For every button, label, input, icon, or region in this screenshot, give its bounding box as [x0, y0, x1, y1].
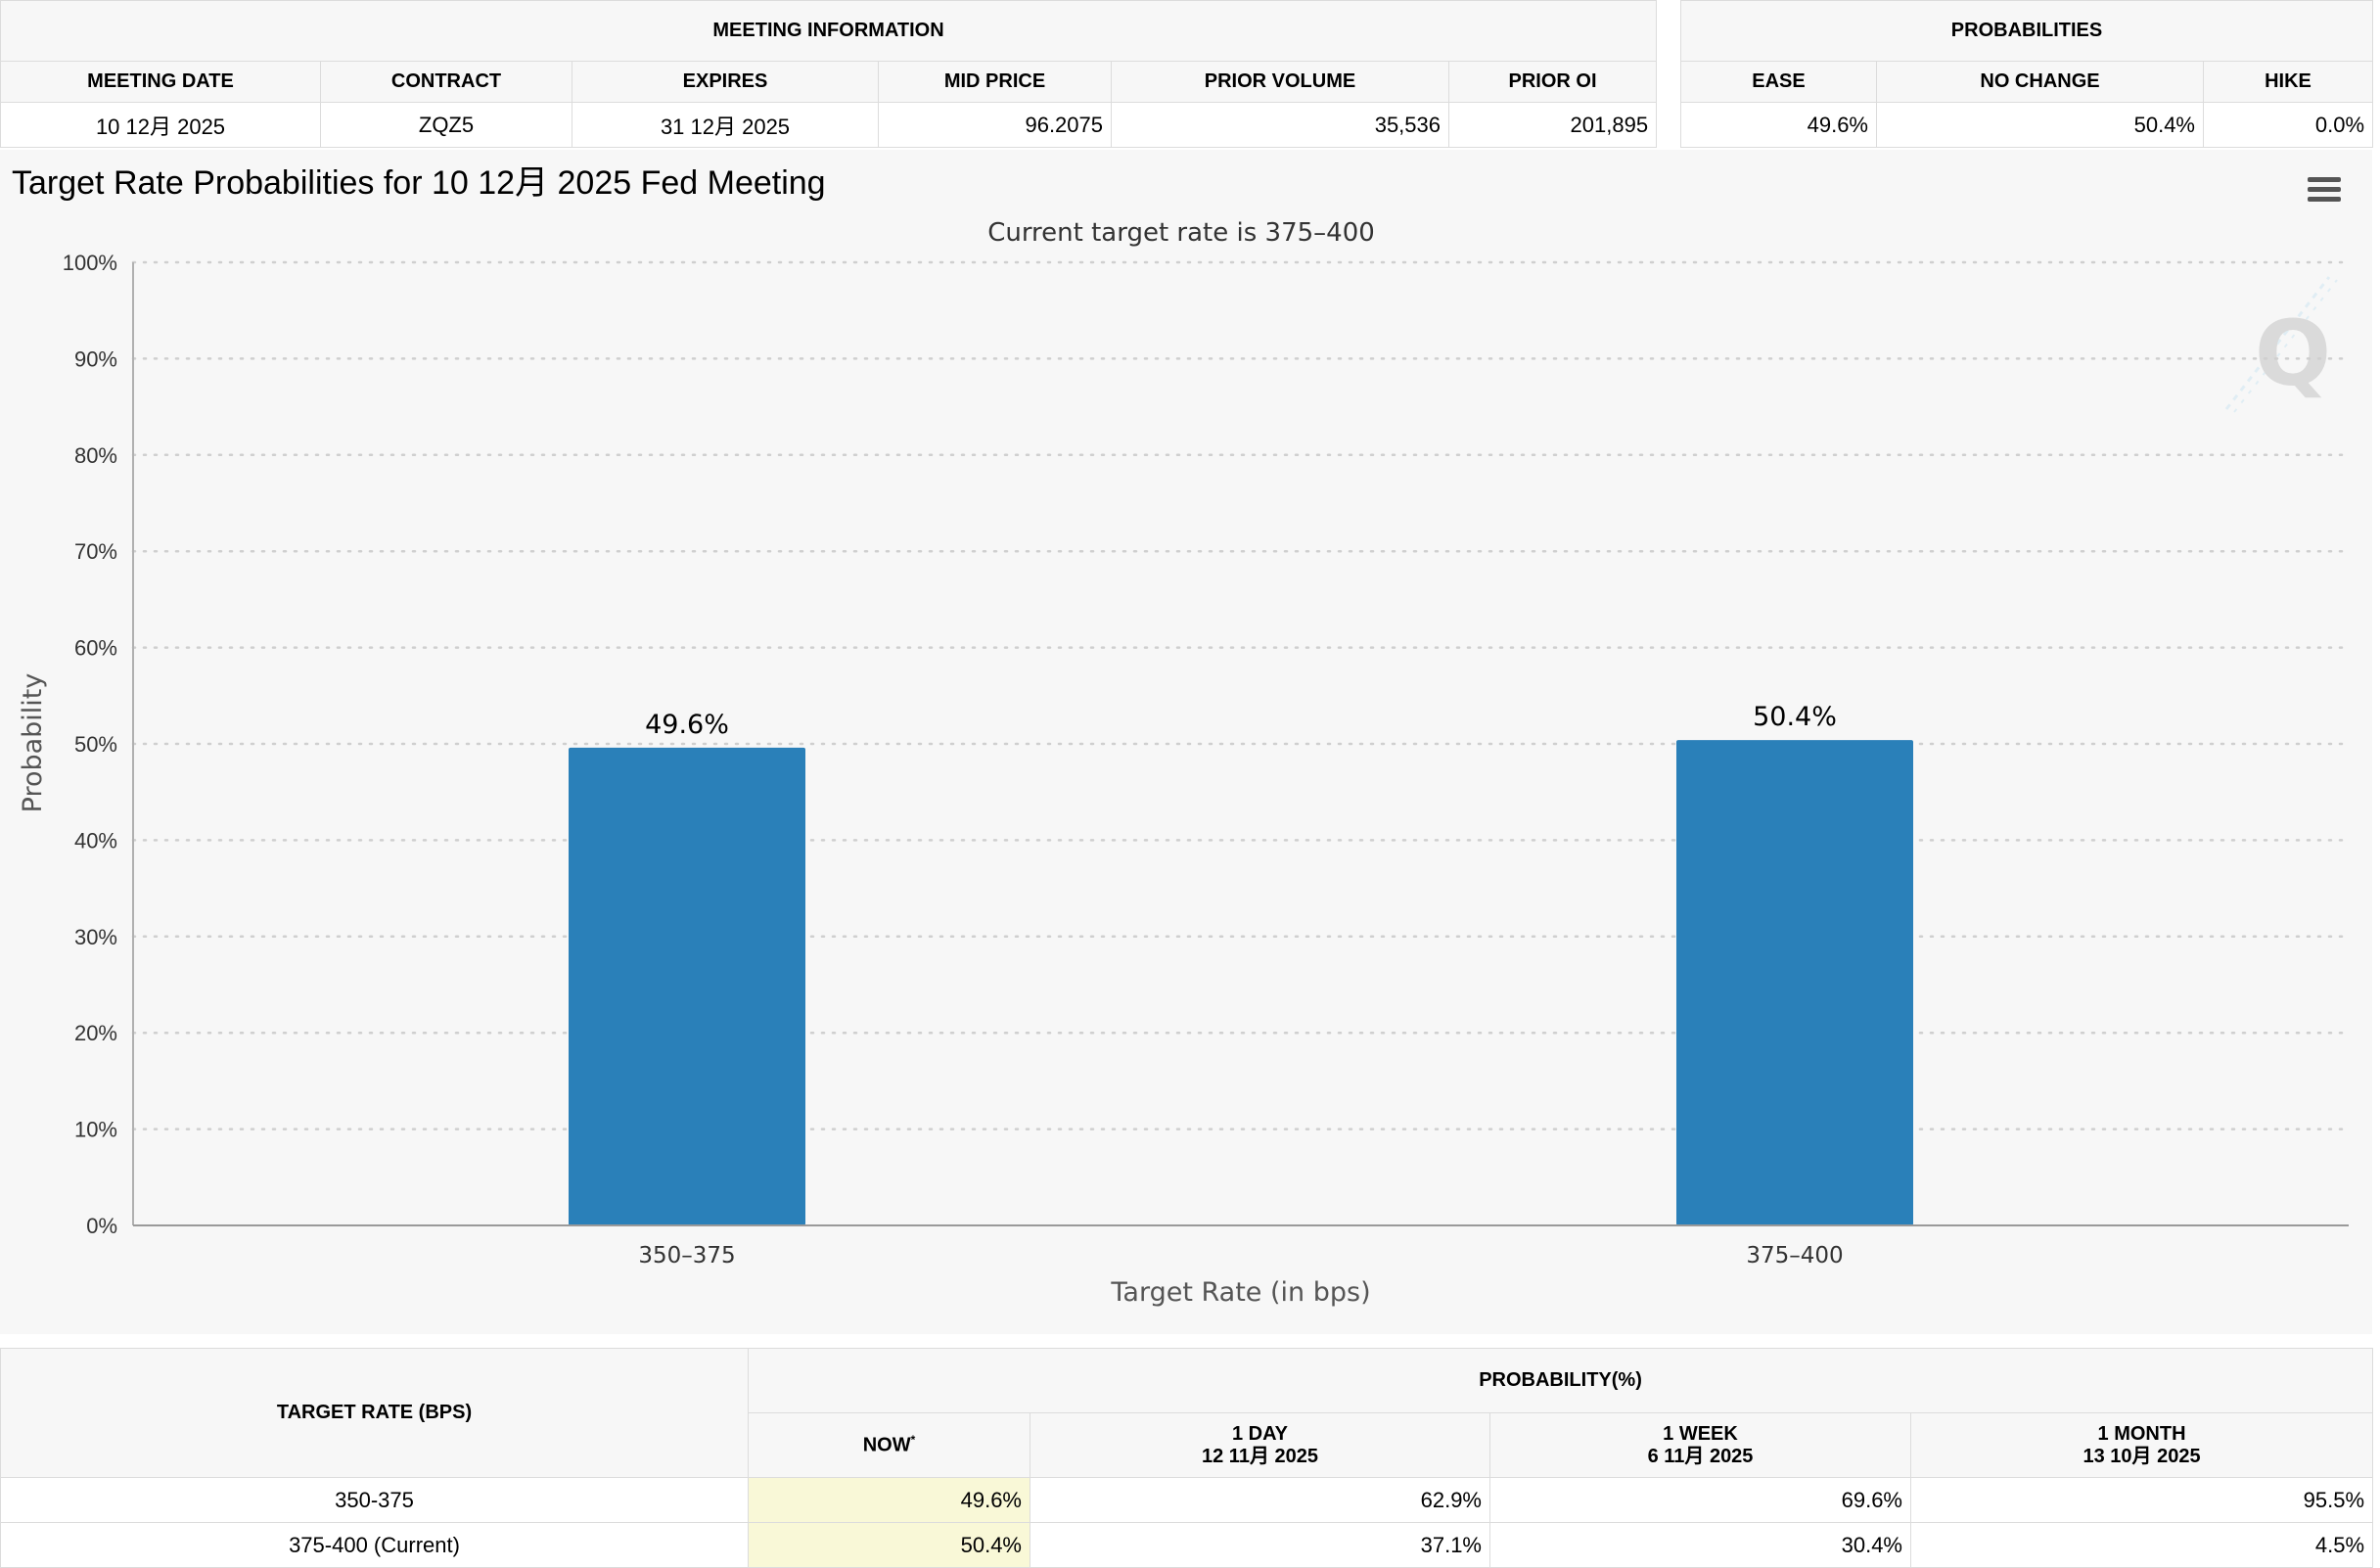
hike-header: HIKE [2202, 61, 2374, 103]
bar-2 [1676, 740, 1913, 1225]
table-row: 375-400 (Current) 50.4% 37.1% 30.4% 4.5% [0, 1522, 2374, 1568]
prior-volume-value: 35,536 [1111, 102, 1449, 148]
rate-cell: 350-375 [0, 1477, 749, 1523]
contract-value: ZQZ5 [320, 102, 572, 148]
one-week-date: 6 11月 2025 [1647, 1445, 1754, 1467]
one-week-header: 1 WEEK 6 11月 2025 [1489, 1412, 1911, 1478]
prior-oi-header: PRIOR OI [1447, 61, 1658, 103]
one-week-cell: 30.4% [1489, 1522, 1911, 1568]
x-tick-label: 375–400 [1746, 1243, 1843, 1268]
y-tick-label: 20% [74, 1021, 117, 1045]
expires-value: 31 12月 2025 [572, 102, 879, 148]
y-tick-labels: 0% 10% 20% 30% 40% 50% 60% 70% 80% 90% 100% [63, 251, 117, 1238]
y-tick-label: 10% [74, 1118, 117, 1142]
y-axis-label: Probability [18, 673, 48, 813]
one-month-cell: 95.5% [1909, 1477, 2374, 1523]
bar-data-label: 50.4% [1753, 702, 1837, 732]
one-day-cell: 37.1% [1030, 1522, 1490, 1568]
now-header: NOW* [748, 1412, 1030, 1478]
chart-subtitle: Current target rate is 375–400 [987, 218, 1375, 248]
axes [132, 262, 2349, 1226]
now-asterisk: * [910, 1433, 916, 1448]
x-tick-labels: 350–375 375–400 [638, 1243, 1843, 1268]
y-tick-label: 40% [74, 828, 117, 853]
bar-data-label: 49.6% [645, 710, 729, 740]
no-change-value: 50.4% [1876, 102, 2204, 148]
one-month-label: 1 MONTH [2097, 1422, 2186, 1445]
rate-cell: 375-400 (Current) [0, 1522, 749, 1568]
y-tick-label: 100% [63, 251, 117, 275]
table-row: 350-375 49.6% 62.9% 69.6% 95.5% [0, 1477, 2374, 1523]
contract-header: CONTRACT [320, 61, 572, 103]
probability-header: PROBABILITY(%) [747, 1348, 2374, 1413]
bar-chart: Target Rate Probabilities for 10 12月 202… [12, 164, 2351, 1308]
mid-price-header: MID PRICE [878, 61, 1112, 103]
y-tick-label: 70% [74, 539, 117, 564]
chart-panel: Target Rate Probabilities for 10 12月 202… [0, 150, 2372, 1334]
one-day-cell: 62.9% [1030, 1477, 1490, 1523]
hike-value: 0.0% [2202, 102, 2374, 148]
no-change-header: NO CHANGE [1876, 61, 2204, 103]
ease-header: EASE [1680, 61, 1877, 103]
now-label: NOW [862, 1434, 911, 1456]
bar-1 [569, 747, 805, 1225]
prior-volume-header: PRIOR VOLUME [1111, 61, 1449, 103]
y-tick-label: 80% [74, 443, 117, 468]
meeting-date-header: MEETING DATE [0, 61, 321, 103]
one-month-date: 13 10月 2025 [2082, 1445, 2201, 1467]
one-day-header: 1 DAY 12 11月 2025 [1030, 1412, 1490, 1478]
q-logo-icon: Q [2224, 276, 2338, 413]
target-rate-probability-table: TARGET RATE (BPS) PROBABILITY(%) NOW* 1 … [0, 1348, 2374, 1568]
svg-text:Q: Q [2255, 301, 2331, 406]
meeting-information-title: MEETING INFORMATION [0, 0, 1658, 62]
meeting-date-value: 10 12月 2025 [0, 102, 321, 148]
bars [569, 740, 1913, 1225]
x-tick-label: 350–375 [638, 1243, 735, 1268]
meeting-information-table: MEETING INFORMATION MEETING DATE CONTRAC… [0, 0, 1658, 148]
one-month-header: 1 MONTH 13 10月 2025 [1909, 1412, 2374, 1478]
one-week-label: 1 WEEK [1663, 1422, 1738, 1445]
bar-data-labels: 49.6% 50.4% [645, 702, 1837, 740]
ease-value: 49.6% [1680, 102, 1877, 148]
probabilities-title: PROBABILITIES [1679, 0, 2374, 62]
y-tick-label: 50% [74, 732, 117, 757]
chart-title: Target Rate Probabilities for 10 12月 202… [12, 164, 826, 202]
y-tick-label: 0% [86, 1214, 117, 1238]
hamburger-menu-icon[interactable] [2300, 177, 2349, 218]
now-cell: 50.4% [748, 1522, 1030, 1568]
x-axis-label: Target Rate (in bps) [1110, 1277, 1370, 1308]
mid-price-value: 96.2075 [878, 102, 1112, 148]
one-week-cell: 69.6% [1489, 1477, 1911, 1523]
one-month-cell: 4.5% [1909, 1522, 2374, 1568]
y-tick-label: 30% [74, 925, 117, 949]
y-gridlines [131, 260, 2351, 1130]
y-tick-label: 60% [74, 636, 117, 661]
one-day-date: 12 11月 2025 [1202, 1445, 1318, 1467]
y-tick-label: 90% [74, 346, 117, 371]
now-cell: 49.6% [748, 1477, 1030, 1523]
prior-oi-value: 201,895 [1447, 102, 1658, 148]
expires-header: EXPIRES [572, 61, 879, 103]
target-rate-header: TARGET RATE (BPS) [0, 1348, 749, 1478]
probabilities-table: PROBABILITIES EASE NO CHANGE HIKE 49.6% … [1679, 0, 2374, 148]
one-day-label: 1 DAY [1231, 1422, 1289, 1445]
